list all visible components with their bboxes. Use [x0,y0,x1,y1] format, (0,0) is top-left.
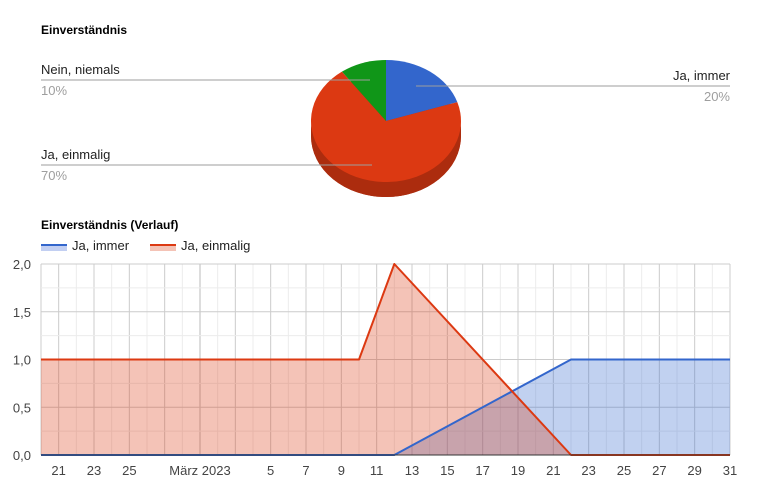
legend-label: Ja, immer [72,238,130,253]
pie-slice-label: Ja, immer [673,68,731,83]
y-tick-label: 2,0 [13,257,31,272]
area-axes: 0,0 0,5 1,0 1,5 2,0 21 23 25 März 2023 5 7 9 11 13 15 1… [13,257,737,478]
x-tick-label: 31 [723,463,737,478]
x-tick-label: 17 [475,463,489,478]
x-tick-label: 15 [440,463,454,478]
pie-slice [386,60,458,121]
pie-chart [311,60,461,197]
area-title: Einverständnis (Verlauf) [41,218,178,232]
x-tick-label: 25 [617,463,631,478]
y-tick-label: 1,0 [13,353,31,368]
x-tick-label: März 2023 [169,463,230,478]
area-fill [41,264,730,455]
x-tick-label: 13 [405,463,419,478]
pie-slice-label: Nein, niemals [41,62,120,77]
x-tick-label: 23 [581,463,595,478]
x-tick-label: 21 [51,463,65,478]
x-tick-label: 9 [338,463,345,478]
y-tick-label: 1,5 [13,305,31,320]
pie-labels: Ja, immer 20% Ja, einmalig 70% Nein, niemals… [41,62,731,183]
x-tick-label: 29 [687,463,701,478]
x-tick-label: 19 [511,463,525,478]
pie-slice [311,71,461,182]
y-tick-label: 0,5 [13,400,31,415]
pie-slice-percent: 20% [704,89,730,104]
legend-swatch [150,244,176,251]
pie-slice-label: Ja, einmalig [41,147,110,162]
pie-slice-percent: 10% [41,83,67,98]
x-tick-label: 25 [122,463,136,478]
x-tick-label: 7 [302,463,309,478]
x-tick-label: 5 [267,463,274,478]
x-tick-label: 23 [87,463,101,478]
x-tick-label: 21 [546,463,560,478]
legend-label: Ja, einmalig [181,238,250,253]
area-series [41,263,730,456]
y-tick-label: 0,0 [13,448,31,463]
legend-swatch [41,244,67,251]
pie-slice-percent: 70% [41,168,67,183]
x-tick-label: 27 [652,463,666,478]
pie-slice [341,60,386,121]
area-fill [41,359,730,455]
pie-title: Einverständnis [41,23,127,37]
area-legend: Ja, immer Ja, einmalig [41,238,250,253]
x-tick-label: 11 [370,463,384,478]
